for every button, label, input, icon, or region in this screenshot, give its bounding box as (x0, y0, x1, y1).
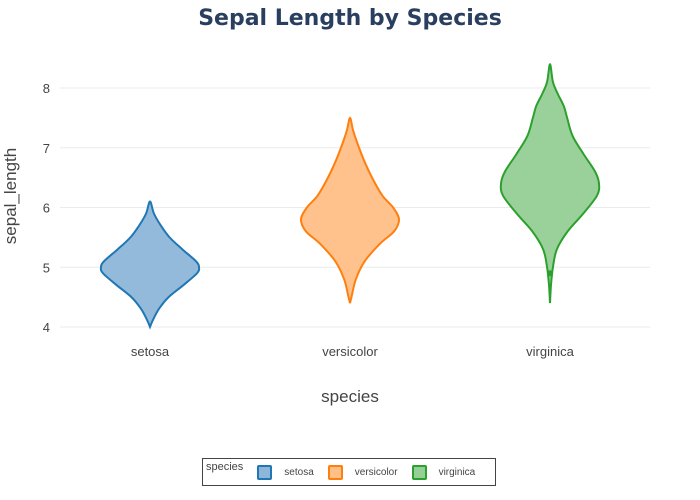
legend-item-versicolor[interactable]: versicolor (327, 464, 398, 480)
legend-swatch-virginica (411, 464, 427, 480)
y-tick-label: 7 (43, 141, 50, 156)
legend-label-virginica: virginica (438, 466, 476, 478)
violin-versicolor[interactable] (299, 116, 401, 304)
y-tick-label: 8 (43, 81, 50, 96)
legend-swatch-setosa (257, 464, 273, 480)
x-tick-label: versicolor (322, 344, 378, 359)
violin-setosa[interactable] (99, 200, 201, 330)
y-tick-label: 6 (43, 201, 50, 216)
legend-label-versicolor: versicolor (354, 466, 398, 478)
legend-label-setosa: setosa (284, 466, 314, 478)
y-tick-label: 5 (43, 260, 50, 275)
y-axis-title: sepal_length (1, 148, 20, 244)
legend: species setosa versicolor virginica (202, 458, 496, 486)
x-tick-label: setosa (131, 344, 170, 359)
legend-item-setosa[interactable]: setosa (257, 464, 314, 480)
y-tick-labels: 4 5 6 7 8 (43, 81, 50, 335)
x-axis-title: species (321, 387, 379, 406)
chart-title: Sepal Length by Species (198, 6, 502, 31)
legend-item-virginica[interactable]: virginica (411, 464, 476, 480)
violin-virginica[interactable] (499, 63, 601, 304)
outlier-point[interactable] (547, 270, 553, 277)
violins (99, 63, 601, 330)
x-tick-label: virginica (526, 344, 574, 359)
y-tick-label: 4 (43, 320, 50, 335)
legend-swatch-versicolor (327, 464, 343, 480)
legend-title: species (206, 461, 244, 473)
x-tick-labels: setosa versicolor virginica (131, 344, 575, 359)
